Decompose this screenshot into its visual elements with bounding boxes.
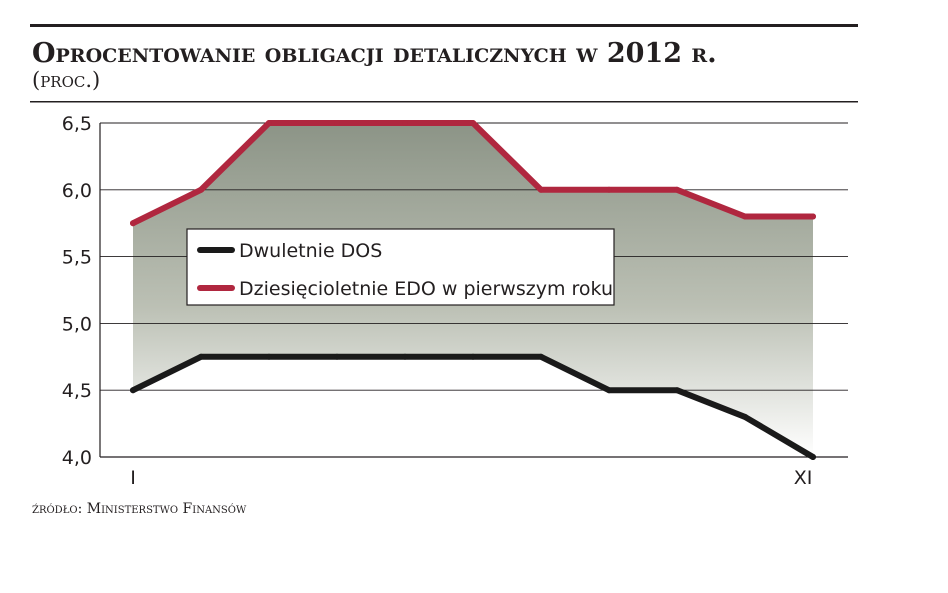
series-point-dos [334, 353, 340, 360]
x-tick-label: XI [794, 467, 813, 489]
series-point-dos [606, 387, 612, 394]
series-point-dos [674, 387, 680, 394]
series-point-edo [402, 120, 408, 126]
series-point-dos [810, 454, 816, 460]
y-axis: 4,0 4,5 5,0 5,5 6,0 6,5 [62, 113, 92, 469]
legend-label-edo: Dziesięcioletnie EDO w pierwszym roku [239, 278, 613, 300]
source-note: źródło: Ministerstwo Finansów [32, 501, 247, 517]
series-point-edo [334, 120, 340, 126]
series-point-edo [130, 220, 136, 227]
series-point-edo [606, 186, 612, 193]
series-point-dos [742, 413, 748, 420]
series-point-dos [470, 353, 476, 360]
y-tick-label: 6,0 [62, 180, 92, 202]
legend-box [186, 228, 615, 306]
legend-label-dos: Dwuletnie DOS [239, 240, 382, 262]
series-point-edo [198, 186, 204, 193]
series-point-edo [538, 186, 544, 193]
series-point-dos [402, 353, 408, 360]
line-layer [130, 120, 816, 460]
chart-title: Oprocentowanie obligacji detalicznych w … [32, 38, 717, 69]
series-point-dos [130, 387, 136, 394]
y-tick-label: 4,5 [62, 380, 92, 402]
legend: Dwuletnie DOS Dziesięcioletnie EDO w pie… [186, 228, 615, 306]
title-rule [30, 101, 858, 103]
chart-subtitle: (proc.) [32, 68, 100, 92]
series-point-edo [470, 120, 476, 126]
top-rule [30, 24, 858, 27]
x-axis: I XI [130, 467, 812, 489]
series-point-edo [674, 186, 680, 193]
series-point-edo [742, 213, 748, 220]
x-tick-label: I [130, 467, 136, 489]
series-point-dos [538, 353, 544, 360]
y-tick-label: 6,5 [62, 113, 92, 135]
y-tick-label: 5,5 [62, 247, 92, 269]
series-point-dos [198, 353, 204, 360]
series-point-edo [810, 213, 816, 220]
y-tick-label: 4,0 [62, 447, 92, 469]
series-point-edo [266, 120, 272, 126]
y-tick-label: 5,0 [62, 313, 92, 335]
series-point-dos [266, 353, 272, 360]
